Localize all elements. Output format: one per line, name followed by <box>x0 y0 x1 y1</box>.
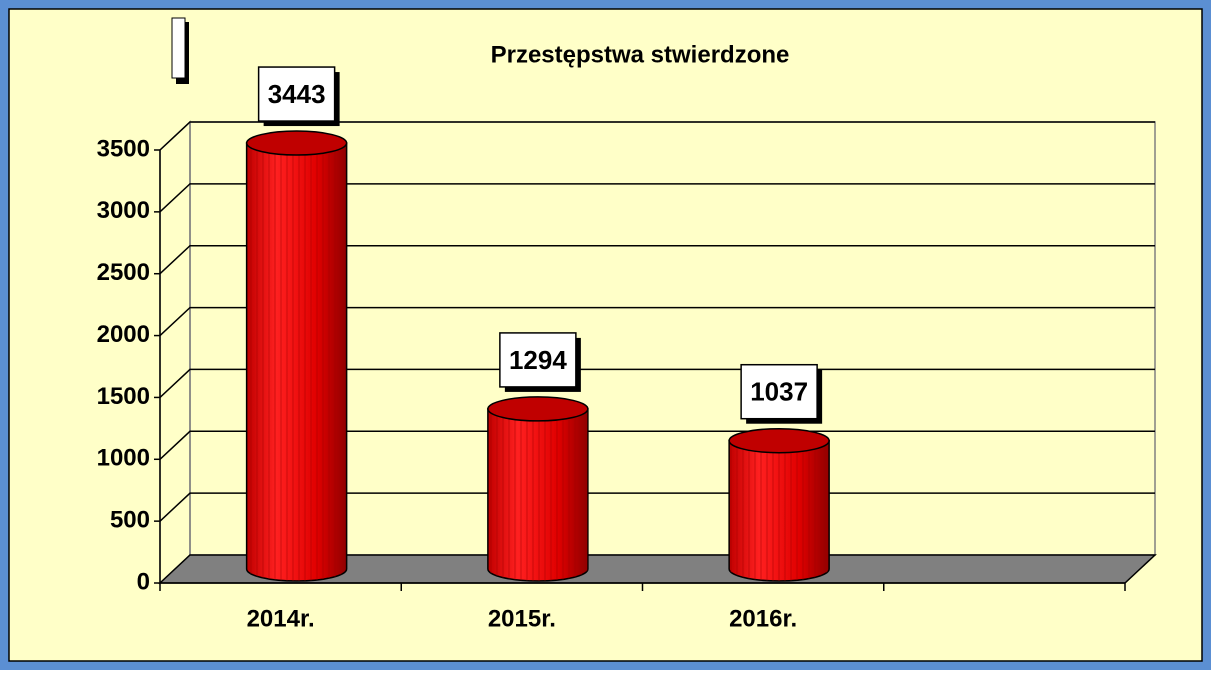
label-box <box>499 332 577 388</box>
y-tick-label: 3000 <box>97 197 150 224</box>
grid-line <box>159 121 1155 151</box>
data-label: 3443 <box>268 79 326 109</box>
chart-title: Przestępstwa stwierdzone <box>491 41 790 68</box>
grid-line <box>159 183 1155 213</box>
grid-line <box>159 492 1155 522</box>
label-box <box>257 66 336 122</box>
bar-stripes <box>487 408 588 581</box>
y-tick-label: 0 <box>137 568 150 595</box>
y-tick-label: 500 <box>110 506 150 533</box>
grid-line <box>159 244 1155 275</box>
plot-background <box>8 8 1203 662</box>
data-label: 1037 <box>750 377 808 407</box>
bar-top <box>487 396 589 422</box>
bar-top <box>728 427 830 454</box>
bar-stripes <box>729 440 830 581</box>
y-tick-label: 1000 <box>97 445 150 472</box>
bar-top <box>245 130 348 156</box>
x-tick-label: 2016r. <box>729 605 797 632</box>
y-tick-label: 2000 <box>97 321 150 348</box>
grid-line <box>159 368 1155 398</box>
x-tick-label: 2014r. <box>247 605 315 632</box>
bar-stripes <box>246 143 347 582</box>
data-label: 1294 <box>509 345 567 375</box>
y-tick-label: 3500 <box>97 135 150 162</box>
x-tick-label: 2015r. <box>488 605 556 632</box>
y-tick-label: 1500 <box>97 383 150 410</box>
grid-line <box>159 430 1155 460</box>
legend-box <box>171 17 186 79</box>
grid-line <box>159 306 1155 337</box>
label-box <box>740 363 818 420</box>
y-tick-label: 2500 <box>97 259 150 286</box>
